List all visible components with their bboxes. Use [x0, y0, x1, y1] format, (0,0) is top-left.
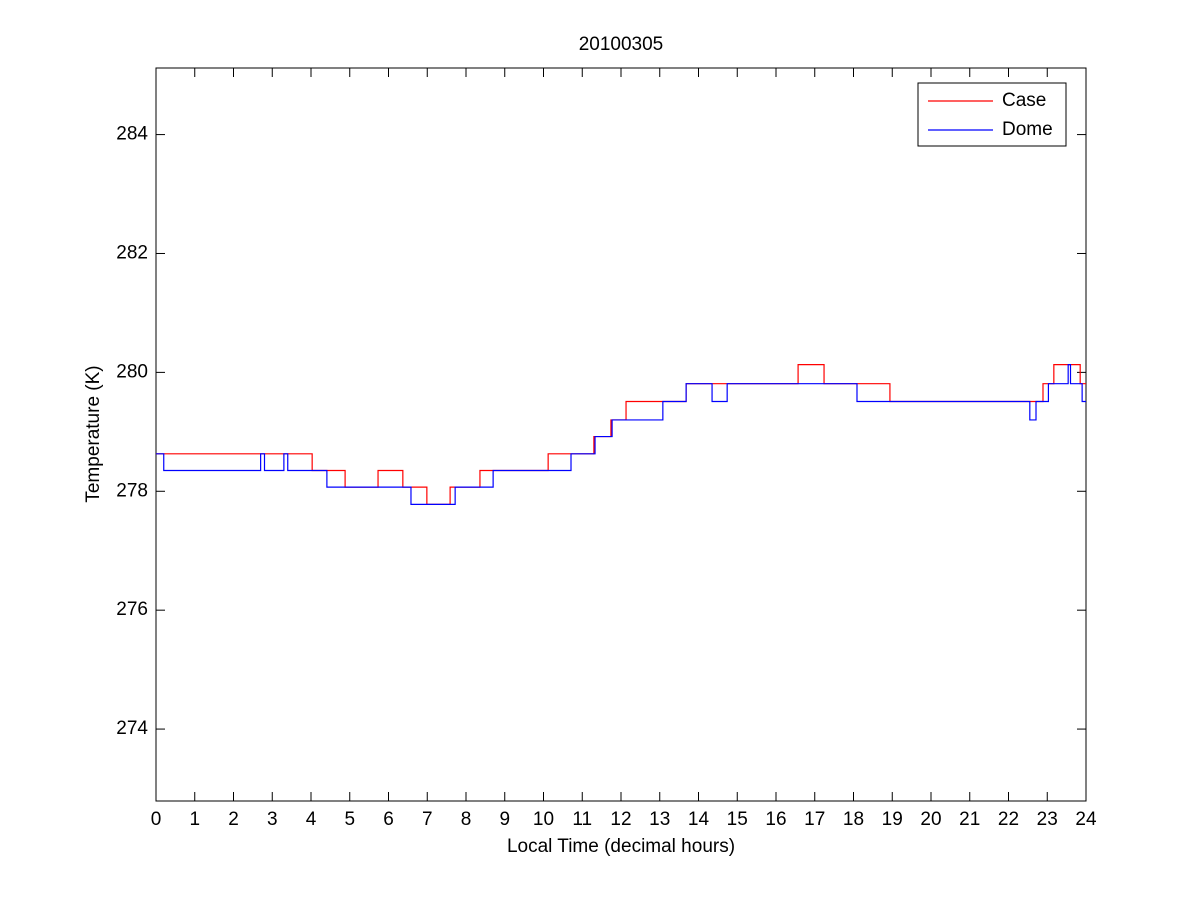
x-tick-label: 1	[189, 809, 200, 830]
x-tick-label: 24	[1075, 809, 1097, 830]
x-axis-label: Local Time (decimal hours)	[507, 836, 735, 857]
x-tick-label: 17	[804, 809, 825, 830]
x-tick-label: 19	[882, 809, 903, 830]
y-tick-label: 280	[116, 361, 148, 382]
legend-label: Dome	[1002, 119, 1053, 140]
y-tick-label: 274	[116, 718, 148, 739]
y-tick-label: 284	[116, 124, 148, 145]
legend-label: Case	[1002, 90, 1046, 111]
plot-area	[155, 67, 1087, 802]
y-tick-label: 276	[116, 599, 148, 620]
x-tick-label: 2	[228, 809, 239, 830]
y-tick-label: 278	[116, 480, 148, 501]
x-tick-label: 23	[1037, 809, 1058, 830]
x-tick-label: 9	[499, 809, 510, 830]
x-tick-label: 11	[572, 809, 592, 830]
x-tick-label: 14	[688, 809, 710, 830]
x-tick-label: 10	[533, 809, 554, 830]
chart-title: 20100305	[579, 34, 664, 55]
legend-box	[917, 82, 1067, 147]
x-tick-label: 8	[461, 809, 472, 830]
x-tick-label: 6	[383, 809, 394, 830]
x-tick-label: 20	[920, 809, 941, 830]
x-tick-label: 4	[306, 809, 317, 830]
x-tick-label: 18	[843, 809, 864, 830]
data-line	[156, 364, 1086, 505]
x-tick-label: 3	[267, 809, 278, 830]
x-tick-label: 5	[344, 809, 355, 830]
x-tick-label: 7	[422, 809, 433, 830]
x-tick-label: 13	[649, 809, 670, 830]
x-tick-label: 22	[998, 809, 1019, 830]
x-tick-label: 0	[151, 809, 162, 830]
y-axis-label: Temperature (K)	[83, 365, 104, 502]
y-tick-label: 282	[116, 242, 148, 263]
x-tick-label: 15	[727, 809, 748, 830]
x-tick-label: 12	[610, 809, 631, 830]
x-tick-label: 21	[959, 809, 980, 830]
x-tick-label: 16	[765, 809, 786, 830]
